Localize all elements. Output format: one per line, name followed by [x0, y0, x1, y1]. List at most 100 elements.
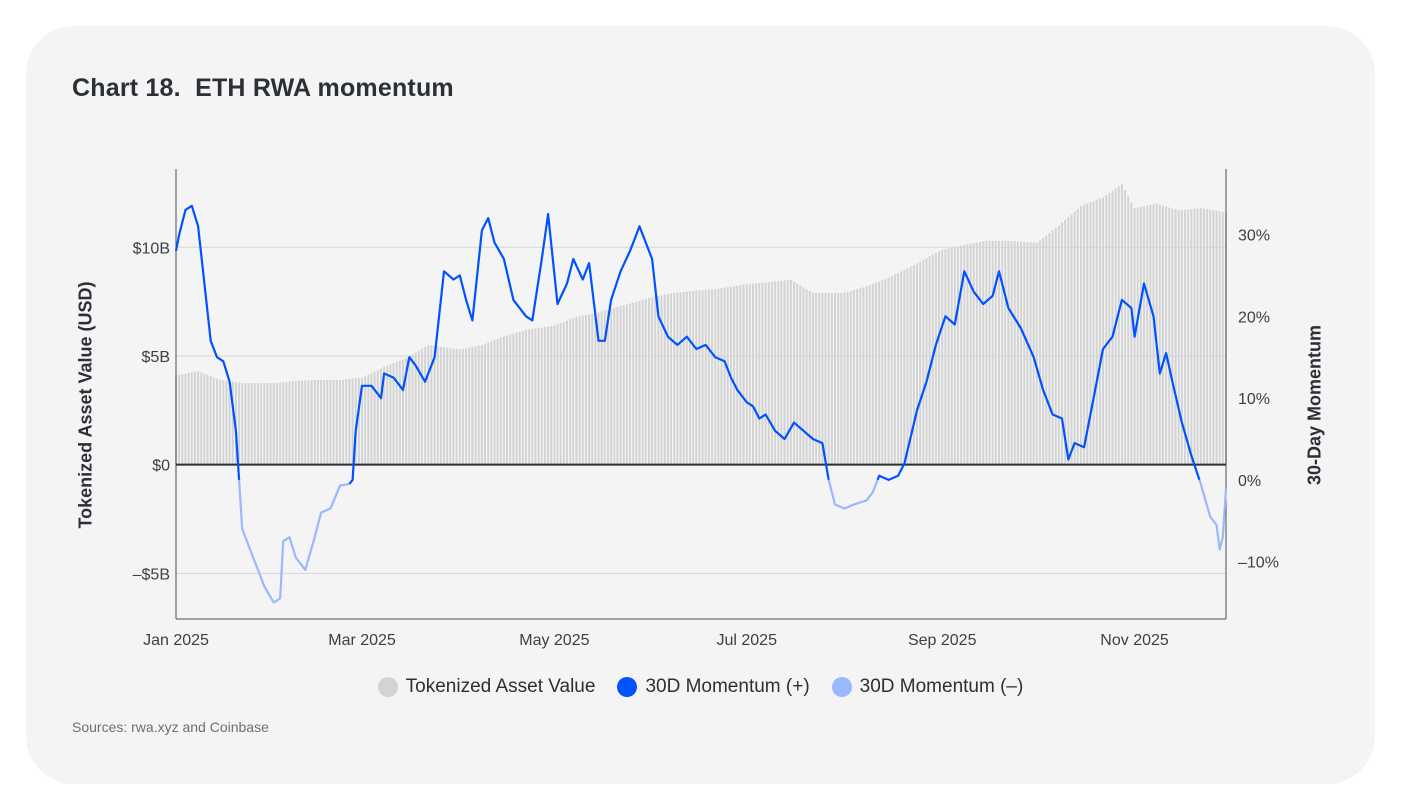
tva-bar [972, 243, 975, 465]
tva-bar [875, 282, 877, 465]
tva-bar [1026, 242, 1029, 465]
tva-bar [1105, 195, 1108, 465]
tva-bar [982, 241, 985, 465]
tva-bar [414, 352, 417, 465]
tva-bar [379, 368, 382, 465]
tva-bar [411, 354, 414, 465]
tva-bar [1111, 190, 1114, 465]
tva-bar [963, 245, 966, 465]
tva-bar [405, 358, 408, 465]
tva-bar [1057, 225, 1060, 465]
tva-bar [745, 284, 748, 465]
tva-bar [1038, 240, 1041, 465]
tva-bar [720, 288, 723, 465]
tva-bar [512, 333, 515, 465]
tva-bar [1035, 242, 1038, 465]
tva-bar [528, 329, 531, 465]
tva-bar [1064, 219, 1067, 465]
tva-bar [345, 379, 348, 465]
tva-bar [480, 345, 483, 465]
tva-bar [824, 292, 827, 465]
tva-bar [676, 292, 679, 465]
tva-bar [1130, 202, 1133, 465]
tva-bar [742, 284, 745, 465]
tva-bar [367, 374, 370, 465]
tva-bar [1010, 240, 1013, 465]
y-tick-label-left: $0 [152, 458, 170, 475]
tva-bar [231, 381, 234, 465]
tva-bar [297, 380, 300, 465]
tva-bar [603, 310, 606, 465]
tva-bar [758, 282, 761, 465]
legend: Tokenized Asset Value 30D Momentum (+) 3… [0, 676, 1401, 698]
tva-bar [222, 380, 225, 465]
tva-bar [849, 291, 852, 465]
tva-bar [326, 379, 329, 465]
tva-bar [1007, 240, 1010, 465]
tva-bar [1215, 210, 1218, 465]
momentum-positive-line [876, 270, 1201, 481]
tva-bar [909, 266, 912, 465]
tva-bar [1042, 237, 1045, 465]
tva-bar [862, 287, 865, 465]
tva-bar [313, 380, 316, 465]
tva-bar [209, 376, 212, 465]
tva-bar [238, 382, 241, 465]
tva-bar [711, 289, 714, 465]
tva-bar [449, 348, 452, 465]
tva-bar [1083, 204, 1086, 465]
tva-bar [944, 248, 947, 465]
tva-bar [881, 280, 884, 465]
axis-ticks: $10B $5B $0 –$5B 30% 20% 10% 0% –10% Jan 2025 Mar … [133, 227, 1279, 649]
tva-bar [537, 327, 540, 465]
tva-bar [398, 360, 401, 465]
tva-bar [288, 381, 291, 465]
x-tick-label: Mar 2025 [328, 632, 396, 649]
tva-bar [338, 379, 341, 465]
tva-bar [739, 285, 742, 465]
tva-bar [477, 345, 480, 465]
tva-bar [329, 379, 332, 465]
tva-bar [547, 326, 550, 465]
tva-bar [197, 371, 200, 465]
tva-bar [692, 291, 695, 465]
tva-bar [219, 379, 222, 465]
tva-bar [767, 282, 770, 465]
tva-bar [543, 326, 546, 465]
tva-bar [1070, 214, 1073, 465]
tva-bar [997, 240, 1000, 465]
tva-bar [373, 371, 376, 465]
tva-bar [818, 292, 821, 465]
tva-bar [802, 287, 805, 465]
tva-bar [1184, 209, 1186, 465]
tva-bar [1190, 209, 1193, 465]
tva-bar [436, 346, 439, 465]
tva-bar [424, 346, 427, 465]
tva-bar [960, 245, 963, 465]
x-tick-label: Jan 2025 [143, 632, 209, 649]
tva-bar [632, 302, 635, 465]
tva-bar [455, 349, 458, 465]
tva-bar [966, 244, 969, 465]
momentum-positive-line [174, 204, 241, 480]
tva-bar [502, 336, 505, 465]
tva-bar [925, 258, 928, 465]
tva-bar [704, 289, 707, 465]
tva-bar [316, 379, 319, 465]
tva-bar [647, 298, 650, 465]
tva-bar [1079, 205, 1082, 465]
tva-bar [994, 240, 997, 465]
tva-bar [465, 348, 468, 465]
tva-bar [1143, 206, 1145, 465]
tva-bar [446, 347, 449, 465]
tva-bar [1139, 206, 1142, 465]
tva-bar [1209, 209, 1212, 465]
tva-bar [922, 259, 925, 465]
tva-bar [439, 346, 442, 465]
tva-bar [1001, 240, 1004, 465]
x-tick-label: Nov 2025 [1100, 632, 1169, 649]
tva-bar [228, 381, 231, 465]
tva-bar [679, 292, 682, 465]
y-tick-label-left: $5B [142, 349, 170, 366]
tva-bar [392, 363, 395, 465]
